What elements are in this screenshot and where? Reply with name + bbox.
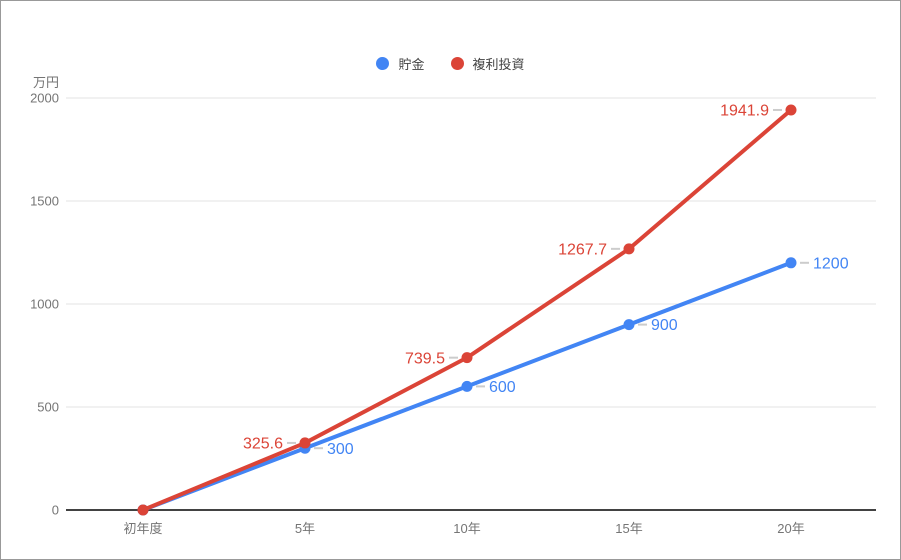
- series-line-1: [141, 107, 793, 512]
- legend: 貯金 複利投資: [1, 54, 900, 73]
- y-tick-label: 1000: [30, 297, 59, 312]
- y-axis-title: 万円: [33, 75, 59, 90]
- data-point[interactable]: [137, 504, 149, 516]
- y-tick-label: 500: [37, 400, 59, 415]
- data-point[interactable]: [623, 319, 635, 331]
- data-point-label: 1200: [813, 255, 849, 272]
- data-point-label: 1941.9: [720, 103, 769, 120]
- data-point-label: 600: [489, 379, 516, 396]
- data-point[interactable]: [623, 243, 635, 255]
- y-tick-label: 2000: [30, 91, 59, 106]
- data-point[interactable]: [461, 352, 473, 364]
- legend-item-compound[interactable]: 複利投資: [450, 54, 525, 73]
- data-point-label: 739.5: [405, 350, 445, 367]
- legend-label-compound: 複利投資: [472, 57, 525, 72]
- legend-label-savings: 貯金: [398, 57, 425, 72]
- legend-dot-compound-icon: [450, 57, 464, 70]
- data-point[interactable]: [785, 257, 797, 269]
- y-tick-label: 1500: [30, 194, 59, 209]
- legend-item-savings[interactable]: 貯金: [376, 54, 425, 73]
- legend-dot-savings-icon: [376, 57, 390, 70]
- data-point[interactable]: [785, 104, 797, 116]
- data-point-label: 300: [327, 441, 354, 458]
- data-point-label: 325.6: [243, 436, 283, 453]
- x-tick-label: 10年: [453, 521, 480, 536]
- x-tick-label: 5年: [295, 521, 315, 536]
- data-point-label: 1267.7: [558, 241, 607, 258]
- y-tick-label: 0: [52, 503, 59, 518]
- data-point[interactable]: [299, 437, 311, 449]
- x-tick-label: 20年: [777, 521, 804, 536]
- data-point[interactable]: [461, 380, 473, 392]
- x-tick-label: 15年: [615, 521, 642, 536]
- data-point-label: 900: [651, 317, 678, 334]
- x-tick-label: 初年度: [123, 521, 162, 536]
